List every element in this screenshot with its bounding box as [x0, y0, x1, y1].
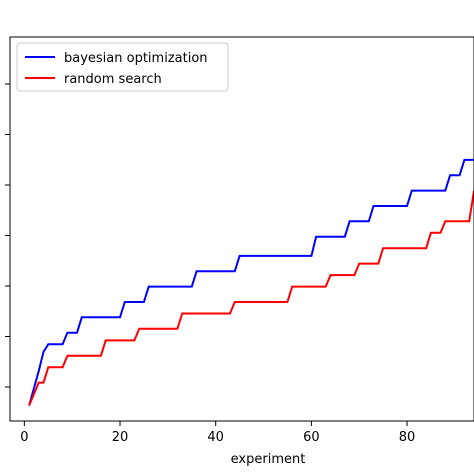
- x-tick-label: 0: [20, 430, 28, 445]
- series-layer: [28, 158, 474, 406]
- series-line-random: [28, 190, 474, 406]
- x-axis-label: experiment: [231, 452, 306, 467]
- x-tick-label: 40: [207, 430, 224, 445]
- series-line-bayesian: [28, 158, 474, 406]
- legend-box: [16, 42, 229, 92]
- legend-label-bayesian: bayesian optimization: [64, 51, 208, 66]
- plot-frame: [9, 36, 474, 422]
- legend: bayesian optimization random search: [16, 42, 229, 92]
- axes-layer: 0 20 40 60 80: [5, 36, 474, 445]
- x-tick-label: 80: [399, 430, 416, 445]
- x-tick-label: 20: [112, 430, 129, 445]
- legend-label-random: random search: [64, 72, 162, 87]
- x-tick-label: 60: [303, 430, 320, 445]
